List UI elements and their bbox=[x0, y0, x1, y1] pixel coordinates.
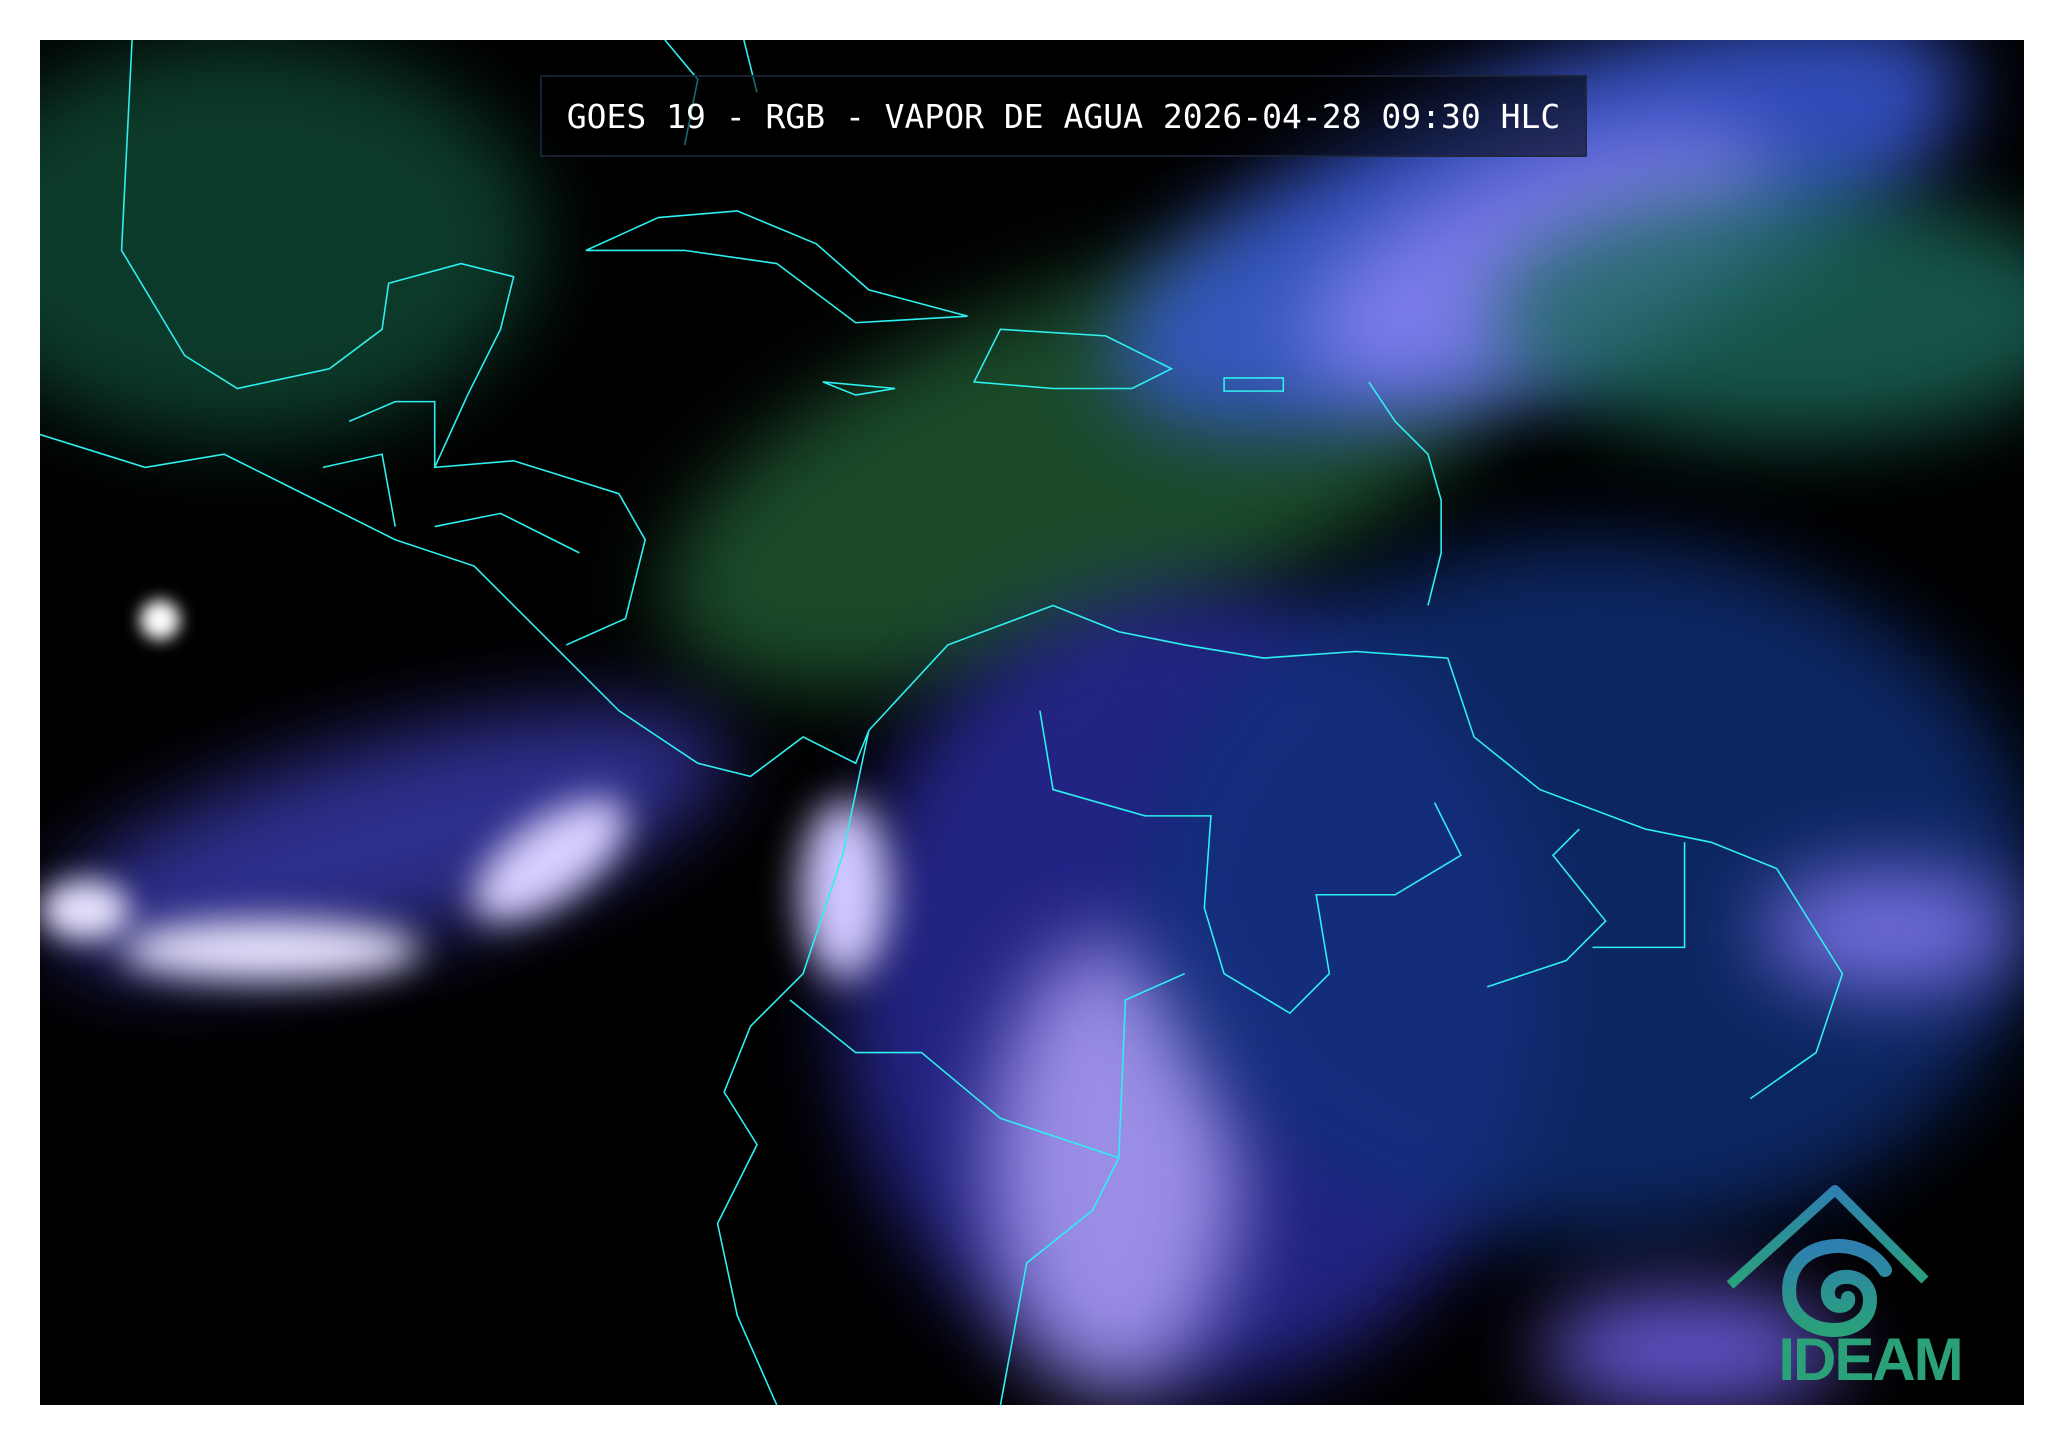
coastline-map bbox=[40, 40, 1844, 1405]
cloud-cluster bbox=[120, 920, 420, 980]
satellite-image: GOES 19 - RGB - VAPOR DE AGUA 2026-04-28… bbox=[40, 40, 2024, 1405]
florida-coastline bbox=[120, 40, 647, 646]
hispaniola bbox=[972, 328, 1174, 390]
pacific-coastline bbox=[40, 433, 870, 1405]
moisture-band bbox=[1490, 190, 2024, 440]
ideam-logo-text: IDEAM bbox=[1778, 1326, 1963, 1393]
cloud-cluster bbox=[140, 600, 180, 640]
country-borders bbox=[322, 400, 1686, 1405]
cloud-cluster bbox=[40, 880, 130, 940]
cloud-cluster bbox=[1760, 870, 2020, 990]
title-box: GOES 19 - RGB - VAPOR DE AGUA 2026-04-28… bbox=[540, 75, 1587, 157]
puerto-rico bbox=[1223, 377, 1285, 392]
ideam-logo-icon bbox=[1726, 1185, 1929, 1337]
image-title: GOES 19 - RGB - VAPOR DE AGUA 2026-04-28… bbox=[566, 96, 1561, 136]
lesser-antilles bbox=[1368, 381, 1442, 606]
jamaica bbox=[822, 381, 896, 396]
cuba bbox=[585, 210, 968, 324]
caribbean-coastline bbox=[868, 604, 1844, 1100]
cloud-cluster bbox=[800, 800, 890, 980]
moisture-band bbox=[40, 40, 540, 440]
